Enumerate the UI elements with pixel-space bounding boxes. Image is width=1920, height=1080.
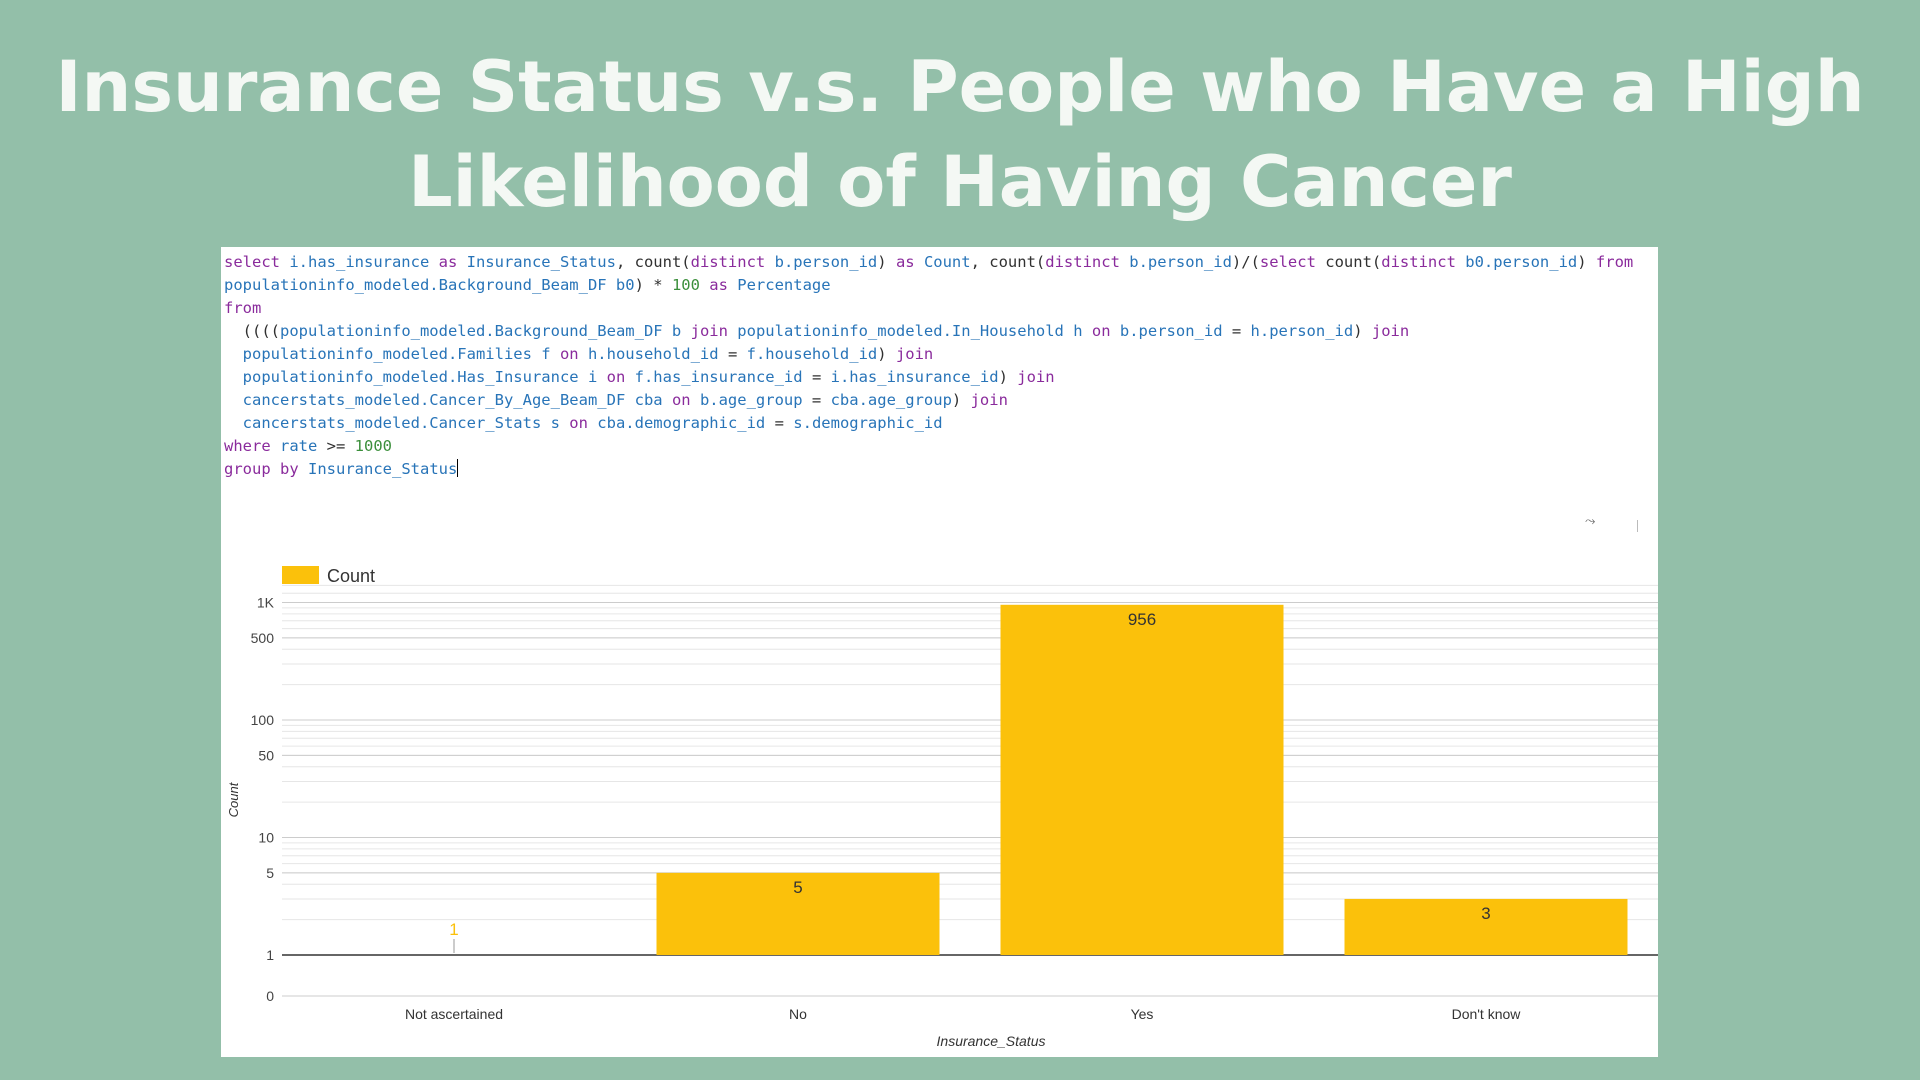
sql-token: f.has_insurance_id [634,368,803,386]
sql-token: b.person_id [774,253,878,271]
sql-token: = [765,414,794,432]
sql-token: Percentage [737,276,831,294]
sql-line: where rate >= 1000 [224,435,1633,458]
text-cursor [457,459,459,477]
sql-token: from [224,299,262,317]
sql-token: group by [224,460,308,478]
query-panel: select i.has_insurance as Insurance_Stat… [221,247,1658,1057]
slide-title: Insurance Status v.s. People who Have a … [55,46,1865,223]
sql-line: cancerstats_modeled.Cancer_Stats s on cb… [224,412,1633,435]
sql-token: b.person_id [1119,322,1223,340]
sql-token: Insurance_Status [466,253,616,271]
sql-token: on [559,345,588,363]
sql-token: i.has_insurance [289,253,439,271]
sql-token: count( [1325,253,1382,271]
sql-line: group by Insurance_Status [224,458,1633,481]
toolbar-divider [1637,520,1638,532]
sql-line: populationinfo_modeled.Has_Insurance i o… [224,366,1633,389]
sql-token: , count( [615,253,691,271]
sql-token: b.age_group [699,391,803,409]
sql-token: ) [877,345,896,363]
sql-token: populationinfo_modeled.Background_Beam_D… [224,276,635,294]
sql-token: on [606,368,635,386]
sql-token: )/( [1231,253,1260,271]
sql-token: 1000 [354,437,392,455]
sql-token: as [709,276,738,294]
sql-token: cancerstats_modeled.Cancer_Stats s [242,414,570,432]
sql-token: cba.demographic_id [597,414,766,432]
sql-token: i.has_insurance_id [830,368,999,386]
sql-token: , count( [970,253,1046,271]
sql-token [224,391,243,409]
sql-token: ) [877,253,896,271]
sql-token: populationinfo_modeled.Has_Insurance i [242,368,607,386]
sql-token: on [569,414,598,432]
sql-token: = [718,345,747,363]
sql-line: select i.has_insurance as Insurance_Stat… [224,251,1633,274]
sql-token: ) [998,368,1018,386]
sql-token: ) [1577,253,1596,271]
sql-token: = [1222,322,1251,340]
sql-editor[interactable]: select i.has_insurance as Insurance_Stat… [224,251,1633,481]
sql-token: ) * [634,276,672,294]
sql-token: where [224,437,280,455]
sql-token: distinct [1045,253,1130,271]
sql-token: cancerstats_modeled.Cancer_By_Age_Beam_D… [242,391,672,409]
sql-token: ) [951,391,971,409]
sql-token: as [438,253,467,271]
sql-token: distinct [1381,253,1466,271]
sql-token: join [1017,368,1055,386]
sql-token [224,414,243,432]
sql-token: on [671,391,700,409]
sql-token: Insurance_Status [308,460,458,478]
sql-line: populationinfo_modeled.Background_Beam_D… [224,274,1633,297]
sql-line: populationinfo_modeled.Families f on h.h… [224,343,1633,366]
sql-token: 100 [671,276,710,294]
sql-token: on [1091,322,1120,340]
sql-token: join [895,345,934,363]
sql-token: select [1259,253,1326,271]
sql-token: f.household_id [746,345,878,363]
sql-token: rate [280,437,327,455]
sql-token: populationinfo_modeled.In_Household h [737,322,1092,340]
sql-token: ) [1353,322,1372,340]
sql-line: cancerstats_modeled.Cancer_By_Age_Beam_D… [224,389,1633,412]
sql-token: join [1371,322,1410,340]
sql-token: (((( [224,322,280,340]
sql-token: join [690,322,738,340]
sql-token: >= [326,437,355,455]
sql-line: ((((populationinfo_modeled.Background_Be… [224,320,1633,343]
sql-token: h.person_id [1250,322,1354,340]
chart-options-icon[interactable]: ⤳ [1585,514,1596,529]
sql-line: from [224,297,1633,320]
sql-token: s.demographic_id [793,414,943,432]
sql-token: join [970,391,1008,409]
sql-token: select [224,253,290,271]
sql-token: Count [923,253,971,271]
sql-token: = [802,391,831,409]
sql-token: from [1595,253,1634,271]
sql-token: as [895,253,924,271]
sql-token [224,368,243,386]
sql-token: b0.person_id [1465,253,1578,271]
sql-token: distinct [690,253,775,271]
sql-token: b.person_id [1129,253,1232,271]
sql-token: h.household_id [587,345,719,363]
sql-token: populationinfo_modeled.Background_Beam_D… [280,322,691,340]
sql-token: = [802,368,831,386]
sql-token: populationinfo_modeled.Families f [242,345,560,363]
sql-token [224,345,243,363]
sql-token: cba.age_group [830,391,952,409]
